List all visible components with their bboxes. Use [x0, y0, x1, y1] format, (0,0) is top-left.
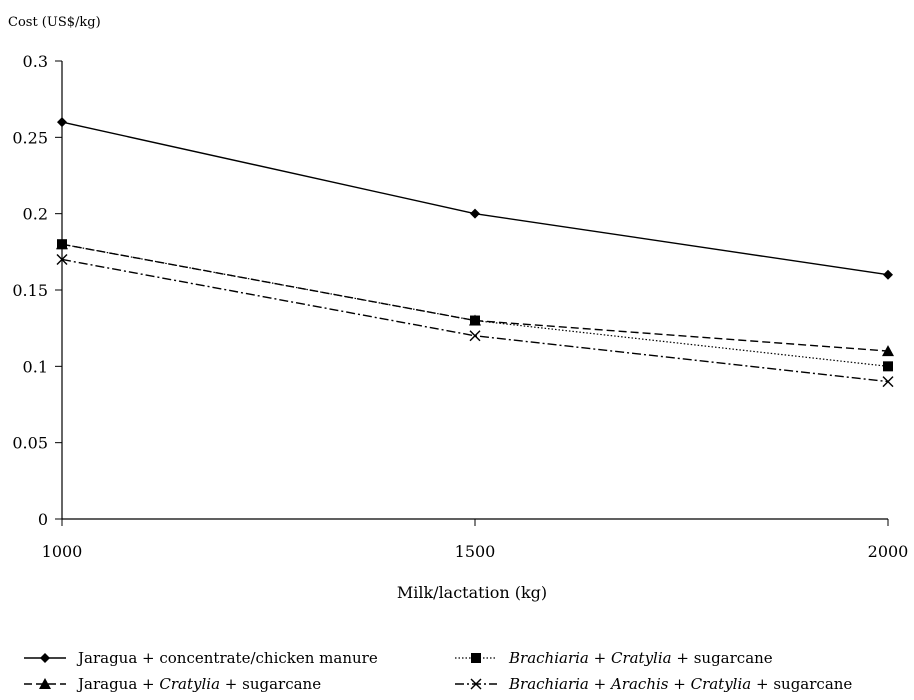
data-point — [57, 117, 67, 128]
legend-label: Brachiaria + Cratylia + sugarcane — [509, 649, 773, 667]
data-point — [882, 345, 894, 357]
line-chart: Cost (US$/kg) 0 0.05 0.1 0.15 0.2 0.25 0.3 100… — [8, 15, 909, 602]
data-point — [470, 315, 480, 326]
x-axis-title: Milk/lactation (kg) — [397, 583, 547, 602]
y-tick-label: 0 — [38, 510, 48, 529]
data-point — [57, 239, 67, 250]
y-tick-label: 0.05 — [12, 434, 48, 453]
data-point — [56, 253, 68, 265]
y-tick-label: 0.25 — [12, 128, 48, 147]
y-tick-label: 0.15 — [12, 281, 48, 300]
x-axis: 1000 1500 2000 — [42, 518, 909, 561]
y-axis-title: Cost (US$/kg) — [8, 15, 101, 30]
series-line — [61, 258, 889, 383]
legend-item-jaragua-concentrate: Jaragua + concentrate/chicken manure — [22, 646, 378, 670]
series-0 — [57, 117, 893, 280]
legend-swatch-diamond — [24, 653, 66, 663]
legend-marker — [471, 653, 481, 663]
legend-item-brachiaria-arachis-cratylia: Brachiaria + Arachis + Cratylia + sugarc… — [453, 672, 852, 696]
series-2 — [57, 239, 893, 372]
legend-marker — [40, 653, 50, 663]
data-point — [470, 208, 480, 219]
data-point — [882, 376, 894, 388]
data-point — [883, 269, 893, 280]
series-layer — [56, 117, 894, 388]
legend-swatch-triangle — [24, 678, 66, 689]
legend-swatch-x — [455, 678, 497, 690]
y-tick-label: 0.3 — [23, 52, 48, 71]
legend-marker — [39, 678, 51, 689]
legend-label: Brachiaria + Arachis + Cratylia + sugarc… — [509, 675, 853, 693]
data-point — [883, 361, 893, 372]
marker-stroke — [56, 253, 68, 265]
x-tick-label: 2000 — [868, 542, 909, 561]
legend-item-brachiaria-cratylia: Brachiaria + Cratylia + sugarcane — [453, 646, 773, 670]
marker-stroke — [470, 678, 482, 690]
legend-item-jaragua-cratylia: Jaragua + Cratylia + sugarcane — [22, 672, 321, 696]
series-line — [61, 243, 889, 367]
data-point — [469, 330, 481, 342]
legend-marker — [470, 678, 482, 690]
legend-label: Jaragua + Cratylia + sugarcane — [78, 675, 322, 693]
series-1 — [56, 238, 894, 357]
marker-stroke — [469, 330, 481, 342]
legend-swatch-square — [455, 653, 497, 663]
y-tick-label: 0.2 — [23, 205, 48, 224]
x-tick-label: 1500 — [455, 542, 496, 561]
marker-stroke — [882, 376, 894, 388]
legend-label: Jaragua + concentrate/chicken manure — [78, 649, 378, 667]
series-line — [61, 121, 889, 276]
y-tick-label: 0.1 — [23, 357, 48, 376]
series-3 — [56, 253, 894, 388]
y-axis: 0 0.05 0.1 0.15 0.2 0.25 0.3 — [12, 52, 63, 529]
x-tick-label: 1000 — [42, 542, 83, 561]
series-line — [61, 243, 889, 352]
